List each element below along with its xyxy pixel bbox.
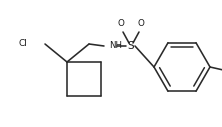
Text: S: S bbox=[128, 41, 134, 51]
Text: NH: NH bbox=[109, 42, 122, 51]
Text: O: O bbox=[118, 19, 125, 28]
Text: Cl: Cl bbox=[18, 39, 27, 49]
Text: O: O bbox=[138, 19, 145, 28]
